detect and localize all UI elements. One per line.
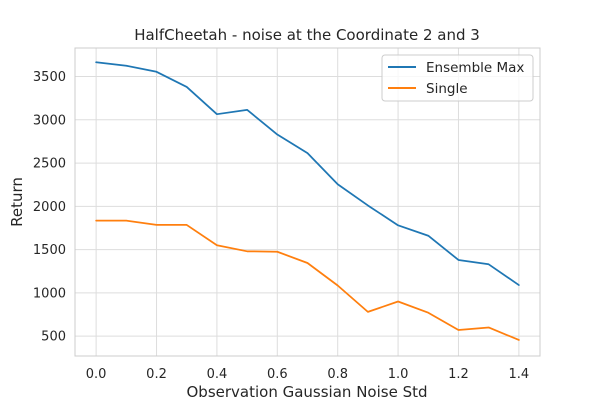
x-tick-label: 0.0 [86,367,107,382]
legend-label-single: Single [426,81,468,97]
legend: Ensemble Max Single [381,54,534,102]
x-tick-label: 0.2 [146,367,167,382]
chart-title: HalfCheetah - noise at the Coordinate 2 … [134,26,480,44]
y-tick-label: 3500 [33,70,66,85]
y-tick-label: 2000 [33,200,66,215]
x-tick-label: 1.4 [509,367,530,382]
series-line-ensemble-max [95,61,520,286]
x-axis-label: Observation Gaussian Noise Std [187,383,428,400]
x-tick-label: 1.0 [388,367,409,382]
x-tick-labels: 0.0 0.2 0.4 0.6 0.8 1.0 1.2 1.4 [86,367,529,382]
plot-frame [74,47,541,357]
y-tick-label: 500 [41,330,66,345]
y-tick-label: 1000 [33,286,66,301]
x-tick-label: 1.2 [448,367,469,382]
y-tick-label: 1500 [33,243,66,258]
series-line-single [95,219,520,341]
y-tick-label: 3000 [33,113,66,128]
x-tick-label: 0.6 [267,367,288,382]
legend-box [381,54,534,102]
series-lines [95,61,520,341]
legend-label-ensemble-max: Ensemble Max [426,60,524,76]
x-tick-label: 0.8 [327,367,348,382]
y-axis-label: Return [8,177,26,227]
x-tick-label: 0.4 [207,367,228,382]
y-tick-label: 2500 [33,157,66,172]
y-tick-labels: 500 1000 1500 2000 2500 3000 3500 [33,70,66,345]
